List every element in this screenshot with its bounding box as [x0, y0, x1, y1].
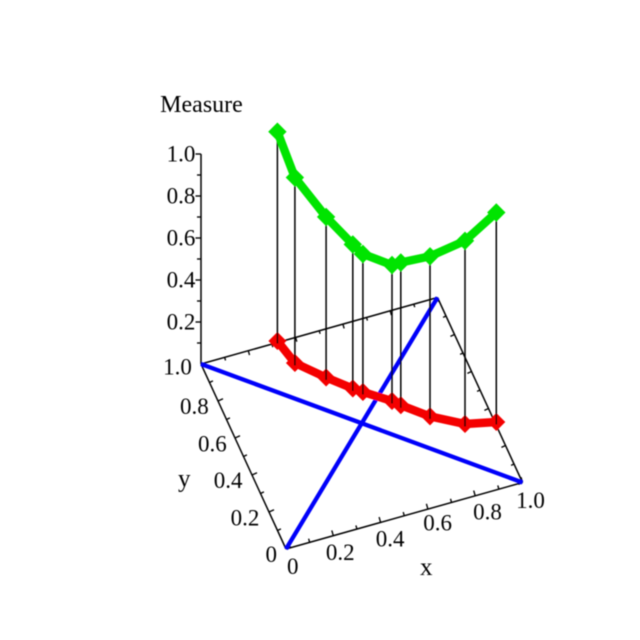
svg-text:0.2: 0.2	[167, 309, 196, 334]
svg-text:0.8: 0.8	[167, 183, 196, 208]
svg-text:0.4: 0.4	[376, 527, 405, 552]
svg-text:0.4: 0.4	[214, 468, 243, 493]
svg-text:0.6: 0.6	[423, 511, 452, 536]
svg-text:0: 0	[266, 542, 278, 567]
svg-text:0: 0	[287, 554, 299, 579]
svg-text:1.0: 1.0	[516, 488, 545, 513]
svg-text:x: x	[420, 554, 433, 581]
svg-text:0.2: 0.2	[231, 505, 260, 530]
svg-text:0.6: 0.6	[198, 432, 227, 457]
svg-text:1.0: 1.0	[167, 141, 196, 166]
svg-text:0.8: 0.8	[180, 394, 209, 419]
svg-text:0.4: 0.4	[167, 267, 196, 292]
svg-text:0.8: 0.8	[473, 499, 502, 524]
svg-text:0.6: 0.6	[167, 225, 196, 250]
svg-text:0.2: 0.2	[326, 540, 355, 565]
svg-text:y: y	[178, 465, 191, 492]
svg-text:1.0: 1.0	[163, 355, 192, 380]
svg-text:Measure: Measure	[160, 92, 243, 118]
